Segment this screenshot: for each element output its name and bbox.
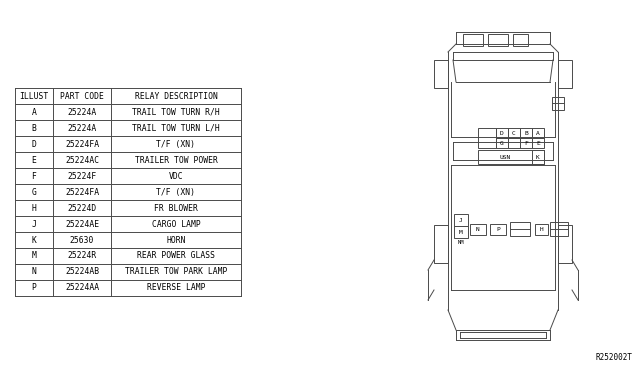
Text: A: A: [31, 108, 36, 116]
Text: D: D: [500, 131, 504, 135]
Text: A: A: [536, 131, 540, 135]
Text: H: H: [31, 203, 36, 212]
Text: PART CODE: PART CODE: [60, 92, 104, 100]
Text: G: G: [500, 141, 504, 145]
Bar: [463, 34, 483, 46]
Text: TRAIL TOW TURN L/H: TRAIL TOW TURN L/H: [132, 124, 220, 132]
Text: CARGO LAMP: CARGO LAMP: [152, 219, 200, 228]
Bar: [535, 224, 548, 235]
Bar: [552, 97, 564, 110]
Text: USN: USN: [499, 154, 511, 160]
Text: D: D: [31, 140, 36, 148]
Bar: [470, 224, 486, 235]
Text: G: G: [31, 187, 36, 196]
Text: 25224A: 25224A: [67, 124, 97, 132]
Text: VDC: VDC: [169, 171, 183, 180]
Bar: [520, 138, 532, 148]
Text: E: E: [31, 155, 36, 164]
Text: 25224D: 25224D: [67, 203, 97, 212]
Text: E: E: [536, 141, 540, 145]
Text: F: F: [524, 141, 528, 145]
Text: H: H: [540, 227, 543, 232]
Text: 25224AE: 25224AE: [65, 219, 99, 228]
Text: R252002T: R252002T: [595, 353, 632, 362]
Text: K: K: [536, 154, 540, 160]
Text: 25224A: 25224A: [67, 108, 97, 116]
Bar: [454, 214, 468, 226]
Bar: [558, 225, 572, 263]
Text: T/F (XN): T/F (XN): [157, 187, 195, 196]
Bar: [496, 138, 508, 148]
Text: RELAY DESCRIPTION: RELAY DESCRIPTION: [134, 92, 218, 100]
Bar: [434, 225, 448, 263]
Text: C: C: [512, 131, 516, 135]
Text: FR BLOWER: FR BLOWER: [154, 203, 198, 212]
Text: T/F (XN): T/F (XN): [157, 140, 195, 148]
Bar: [434, 60, 448, 88]
Bar: [508, 138, 520, 148]
Text: M: M: [31, 251, 36, 260]
Bar: [490, 224, 506, 235]
Bar: [532, 138, 544, 148]
Text: J: J: [31, 219, 36, 228]
Text: REAR POWER GLASS: REAR POWER GLASS: [137, 251, 215, 260]
Text: 25224R: 25224R: [67, 251, 97, 260]
Text: TRAILER TOW PARK LAMP: TRAILER TOW PARK LAMP: [125, 267, 227, 276]
Text: P: P: [496, 227, 500, 232]
Text: REVERSE LAMP: REVERSE LAMP: [147, 283, 205, 292]
Bar: [478, 150, 544, 164]
Text: J: J: [459, 218, 463, 222]
Bar: [510, 222, 530, 236]
Bar: [496, 128, 508, 138]
Text: 25224AA: 25224AA: [65, 283, 99, 292]
Bar: [488, 34, 508, 46]
Bar: [513, 34, 528, 46]
Text: TRAIL TOW TURN R/H: TRAIL TOW TURN R/H: [132, 108, 220, 116]
Bar: [508, 128, 520, 138]
Text: F: F: [31, 171, 36, 180]
Bar: [478, 128, 496, 148]
Text: M: M: [459, 230, 463, 234]
Text: 25224FA: 25224FA: [65, 187, 99, 196]
Bar: [532, 150, 544, 164]
Text: B: B: [524, 131, 528, 135]
Bar: [520, 128, 532, 138]
Text: 25224FA: 25224FA: [65, 140, 99, 148]
Bar: [532, 128, 544, 138]
Text: TRAILER TOW POWER: TRAILER TOW POWER: [134, 155, 218, 164]
Text: N: N: [476, 227, 480, 232]
Bar: [558, 60, 572, 88]
Text: 25224AB: 25224AB: [65, 267, 99, 276]
Text: MM: MM: [458, 240, 464, 244]
Text: P: P: [31, 283, 36, 292]
Text: 25224AC: 25224AC: [65, 155, 99, 164]
Text: ILLUST: ILLUST: [19, 92, 49, 100]
Text: K: K: [31, 235, 36, 244]
Text: 25630: 25630: [70, 235, 94, 244]
Bar: [454, 226, 468, 238]
Text: HORN: HORN: [166, 235, 186, 244]
Bar: [550, 222, 568, 236]
Text: N: N: [31, 267, 36, 276]
Text: 25224F: 25224F: [67, 171, 97, 180]
Text: B: B: [31, 124, 36, 132]
